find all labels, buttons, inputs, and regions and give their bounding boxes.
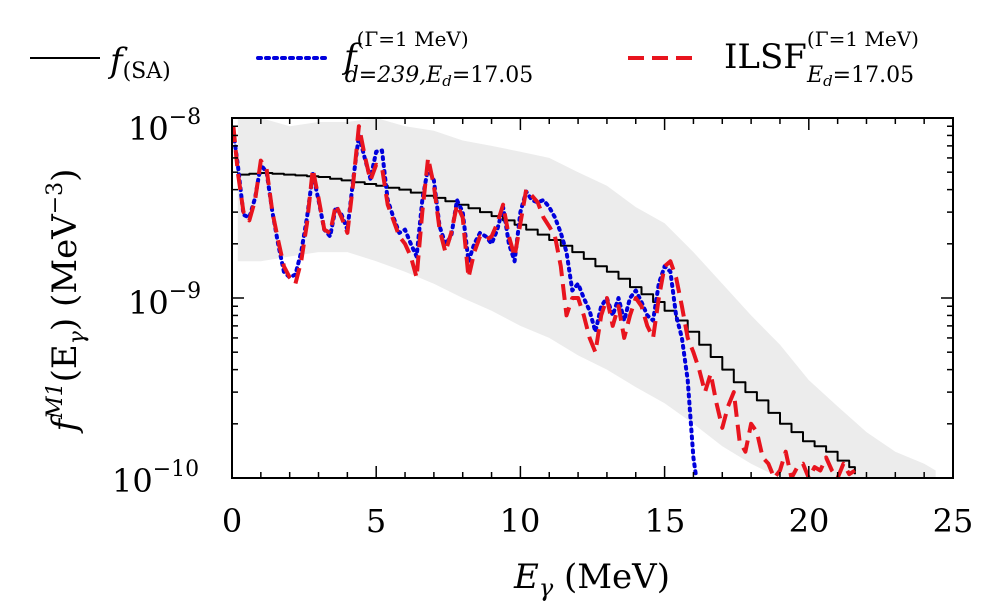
x-tick-label-25: 25 xyxy=(933,502,974,540)
y-axis-title: fM1(Eγ) (MeV−3) xyxy=(43,169,90,435)
y-tick-labels: 10−8 10−9 10−10 xyxy=(112,105,201,500)
y-tick-label-1e-10: 10−10 xyxy=(112,457,199,500)
x-tick-labels: 0 5 10 15 20 25 xyxy=(222,502,974,540)
x-tick-label-5: 5 xyxy=(366,502,386,540)
ticks-layer xyxy=(231,117,954,479)
background-band xyxy=(237,118,936,478)
x-tick-label-20: 20 xyxy=(789,502,830,540)
legend: f(SA) f(Γ=1 MeV) d=239,Ed=17.05 ILSF(Γ=1 … xyxy=(30,27,919,90)
x-tick-label-10: 10 xyxy=(500,502,541,540)
background-band-layer xyxy=(237,118,936,478)
x-axis-title: Eγ (MeV) xyxy=(513,557,670,602)
legend-label-ilsf: ILSF(Γ=1 MeV) Ed=17.05 xyxy=(724,27,919,90)
y-tick-label-1e-9: 10−9 xyxy=(128,279,201,322)
series-layer xyxy=(232,124,856,478)
y-tick-label-1e-8: 10−8 xyxy=(128,105,201,148)
legend-label-fd: f(Γ=1 MeV) d=239,Ed=17.05 xyxy=(341,27,533,90)
legend-label-sa: f(SA) xyxy=(107,41,171,84)
series-line-solid xyxy=(237,172,856,475)
series-line-dashed xyxy=(232,124,856,478)
x-tick-label-15: 15 xyxy=(645,502,686,540)
x-tick-label-0: 0 xyxy=(222,502,242,540)
